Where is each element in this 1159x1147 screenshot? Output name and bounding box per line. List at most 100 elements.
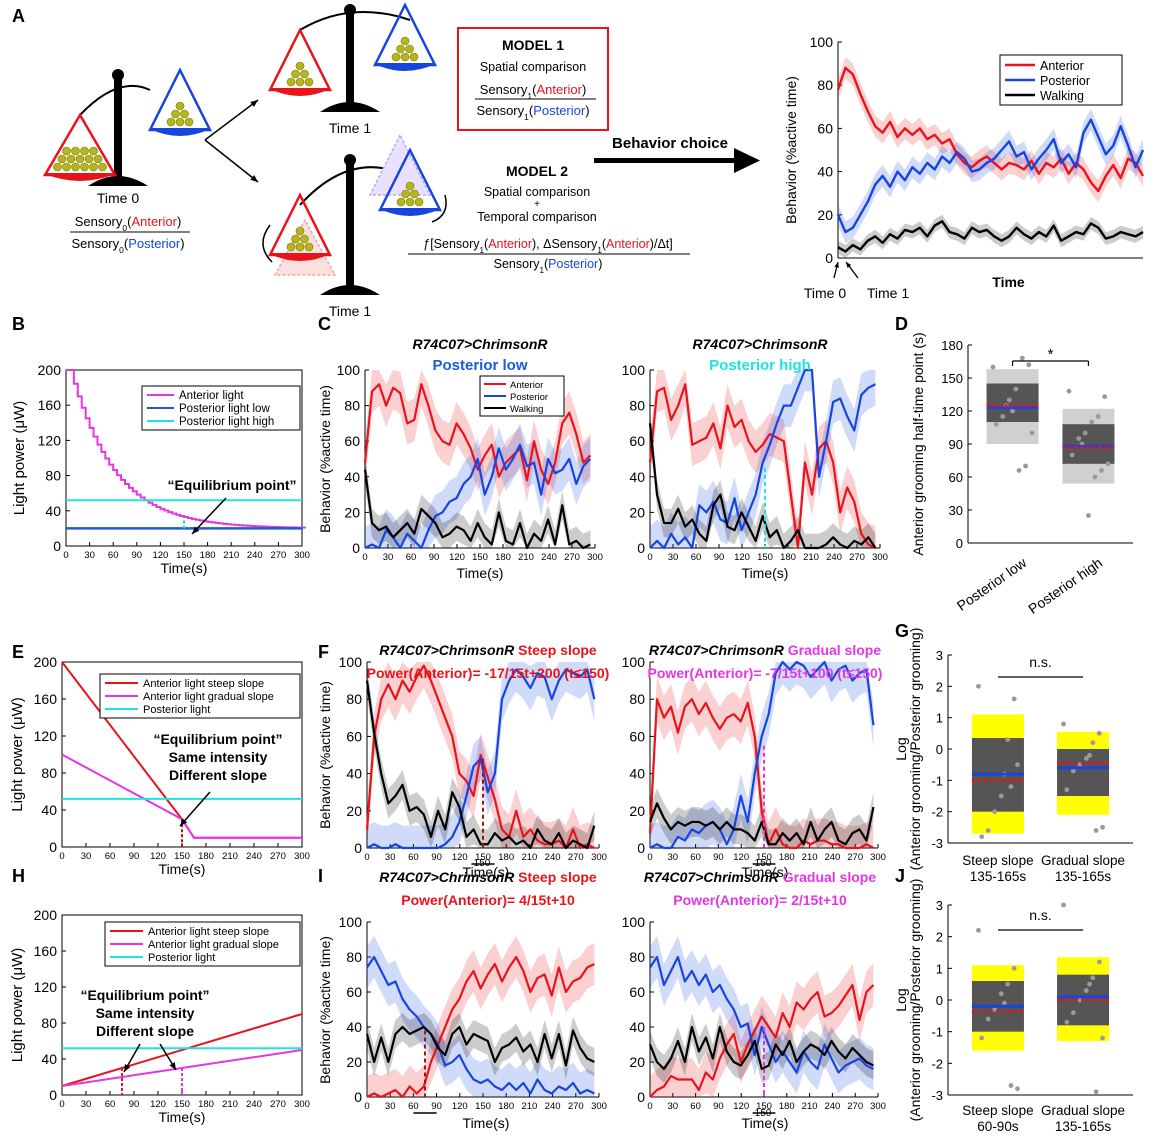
chart-e-x-tick-label: 180 [198,851,214,862]
pan-anterior-time0-ball [71,146,80,156]
pan-posterior-time1-bottom-ball [405,197,415,207]
chart-d-data-point [993,421,999,427]
chart-f-right-x-tick-label: 0 [647,852,652,863]
chart-j-data-point [985,1016,991,1022]
chart-g-y-tick-label: 3 [936,648,943,663]
behavior-choice-arrow-shaft [594,158,734,163]
chart-g-data-point [1100,824,1105,830]
chart-f-left-x-tick-label: 180 [498,852,514,863]
pan-posterior-ghost [368,133,432,196]
text-part: ( [602,237,607,251]
pan-posterior-time1-bottom-ball [401,189,410,199]
chart-f-left-y-tick-label: 20 [346,803,362,819]
chart-j-y-tick-label: -3 [931,1088,943,1103]
pan-posterior-time1-top-ball [405,44,414,54]
chart-e-y-tick-label: 0 [49,839,57,855]
chart-f-left-x-tick-label: 210 [521,852,537,863]
chart-h-legend-label: Anterior light steep slope [148,926,269,938]
model1-title: MODEL 1 [502,37,564,53]
chart-d-data-point [1086,513,1091,518]
chart-c-right-walking-line [648,423,877,550]
model2-numerator: ƒ[Sensory1(Anterior), ΔSensory1(Anterior… [423,237,673,255]
chart-f-right-x-tick-label: 90 [713,852,724,863]
chart-f-left-title: R74C07>ChrimsonR Steep slope [379,642,597,658]
arrow-head [250,100,258,107]
chart-a-xlabel: Time [992,274,1025,290]
chart-g-data-point [1077,762,1083,768]
chart-c-left-xlabel: Time(s) [457,565,504,581]
pan-anterior-time0-ball [80,162,89,172]
chart-a-y-tick-label: 0 [825,250,833,266]
chart-c-right-x-tick-label: 150 [757,552,773,563]
chart-f-left-walking-line [365,680,596,850]
text-part: 1 [527,91,532,101]
chart-f-right-x-tick-label: 150 [756,852,772,863]
chart-e-series-line [61,753,302,839]
model2-spatial: Spatial comparison [484,185,590,199]
chart-h-annotation: “Equilibrium point” [80,987,209,1003]
chart-e-y-tick-label: 80 [41,765,57,781]
chart-a-legend-label: Posterior [1040,74,1090,88]
balance-time1-bottom-pivot [344,154,356,166]
chart-c-legend-label: Walking [510,404,543,415]
chart-c-left-y-tick-label: 60 [344,433,360,449]
chart-h-series-line [61,1013,303,1087]
chart-j-y-tick-label: -1 [931,1025,943,1040]
chart-f-right-xlabel: Time(s) [742,864,789,880]
arrow-head [846,262,852,268]
chart-c-right-anterior-sem-band [650,370,876,548]
chart-j-category: 135-165s [1055,1119,1112,1134]
chart-d-sd-box [1062,424,1115,464]
chart-c-legend-label: Anterior [510,380,543,391]
text-part: Anterior [536,82,582,97]
balance-time1-bottom-pillar [346,160,354,295]
chart-g-data-point [985,828,991,833]
chart-c-left-title: R74C07>ChrimsonR [413,336,549,352]
chart-b-x-tick-label: 90 [132,550,143,561]
time0-label: Time 0 [97,190,139,206]
chart-f-right-x-tick-label: 30 [668,852,679,863]
chart-j-y-tick-label: 3 [936,898,943,913]
chart-i-ylabel: Behavior (%active time) [317,936,333,1084]
chart-g-data-point [1087,752,1092,758]
chart-h-x-tick-label: 150 [174,1099,190,1110]
chart-b-legend-label: Anterior light [179,390,244,402]
chart-i-right-x-tick-label: 270 [847,1101,863,1112]
text-part: Posterior [533,103,586,118]
pan-anterior-time1-top-ball [300,69,309,79]
chart-d-category: Posterior high [1025,554,1105,617]
chart-d-category: Posterior low [954,554,1030,614]
sensory0-denominator: Sensory0(Posterior) [71,236,184,255]
chart-j-y-tick-label: 0 [936,993,943,1008]
chart-b-annotation: “Equilibrium point” [167,477,296,493]
chart-d-data-point [1023,463,1028,469]
chart-j-category: Gradual slope [1041,1103,1125,1118]
chart-c-left-x-tick-label: 210 [518,552,534,563]
model2-temporal: Temporal comparison [477,210,597,224]
chart-e-y-tick-label: 40 [41,802,57,818]
chart-h-y-tick-label: 0 [49,1087,57,1103]
behavior-choice-label: Behavior choice [612,135,728,152]
text-part: 1 [539,266,544,275]
chart-a-annotation-time0: Time 0 [804,285,846,301]
chart-j-data-point [1011,965,1017,971]
chart-j-significance: n.s. [1029,907,1052,923]
chart-d-y-tick-label: 60 [949,470,963,485]
chart-g-y-tick-label: -3 [931,836,943,851]
pan-anterior-time1-bottom-bowl [269,252,331,261]
chart-i-left-x-tick-label: 240 [545,1101,561,1112]
chart-f-left-anterior-line [365,664,595,850]
chart-f-right-y-tick-label: 100 [622,654,646,670]
text-part: , ΔSensory [536,237,598,251]
pan-anterior-time0-ball [62,162,71,172]
pan-anterior-time0-ball [89,162,98,172]
chart-i-left-x-tick-label: 270 [568,1101,584,1112]
chart-d-data-point [1102,394,1108,400]
balance-time1-top-pillar [346,10,354,112]
chart-a-y-tick-label: 100 [810,34,834,50]
chart-d-data-point [1089,419,1095,425]
chart-f-left-y-tick-label: 60 [346,728,362,744]
arrow-head [250,174,258,182]
panel-letter-j: J [895,866,905,886]
chart-d-data-point [1099,468,1104,473]
